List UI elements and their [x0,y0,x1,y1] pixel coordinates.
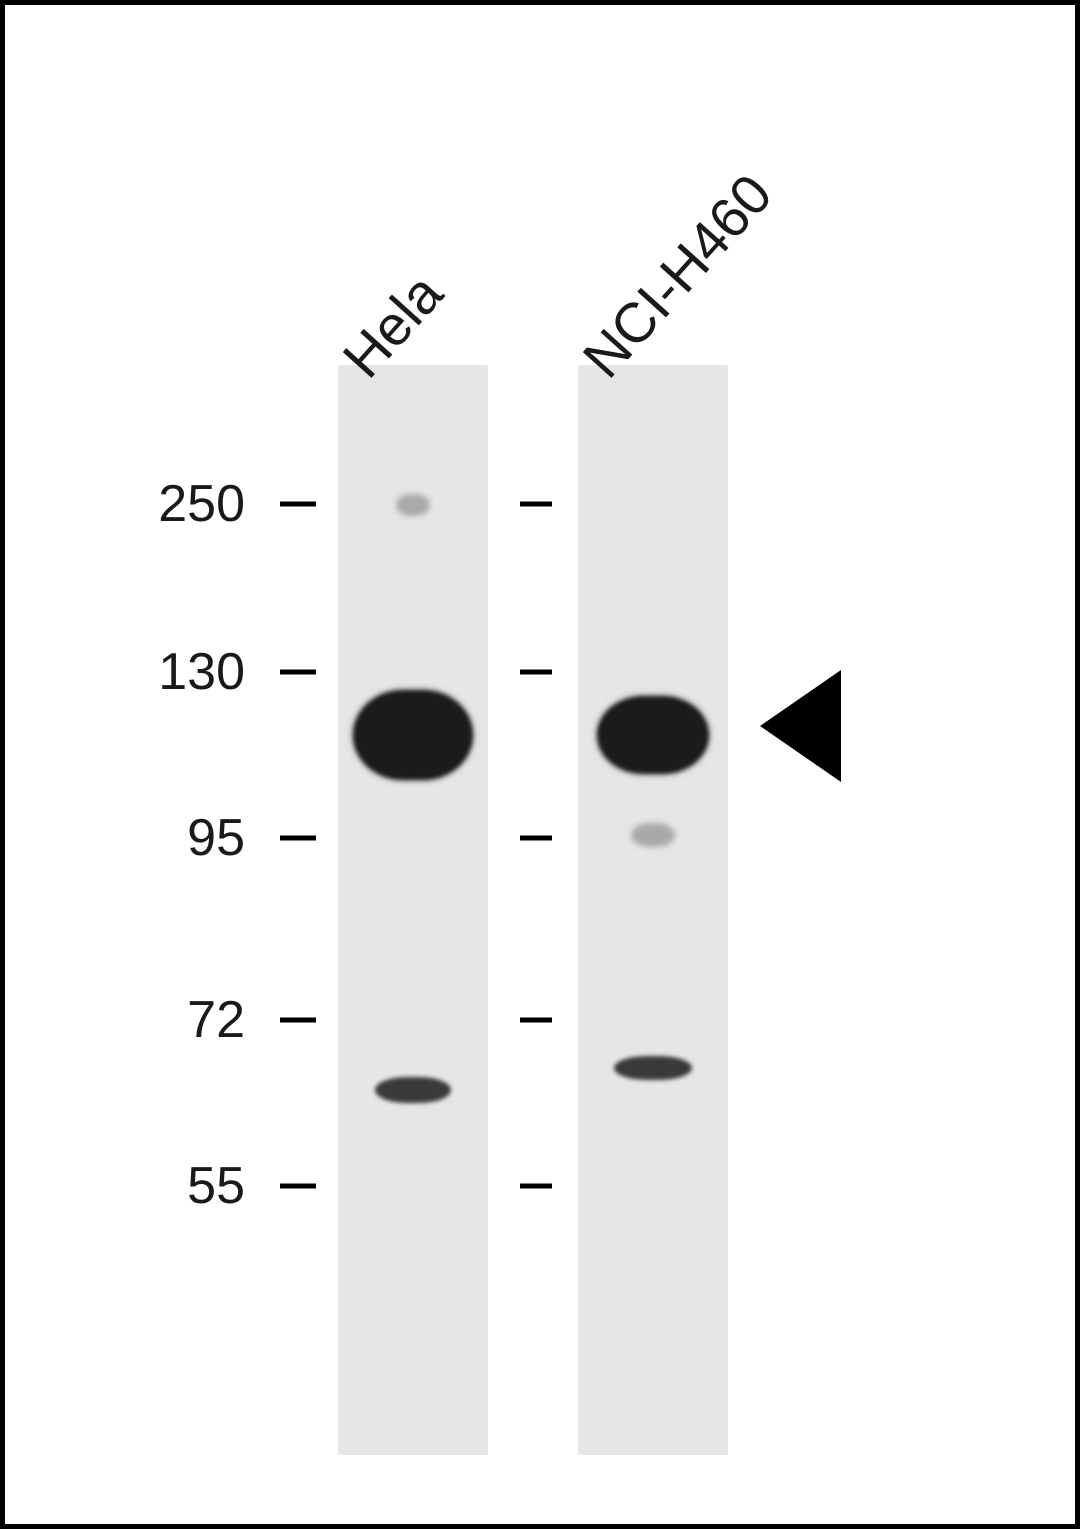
marker-tick-mid-72 [520,1018,552,1023]
lane-hela-strip [338,365,488,1455]
marker-label-130: 130 [85,642,245,702]
marker-tick-left-55 [280,1184,316,1189]
lane-nci-h460-band-0 [597,696,709,774]
marker-tick-left-130 [280,670,316,675]
marker-tick-left-72 [280,1018,316,1023]
marker-tick-mid-250 [520,502,552,507]
marker-tick-mid-130 [520,670,552,675]
marker-tick-mid-55 [520,1184,552,1189]
lane-nci-h460-band-1 [631,823,675,847]
marker-tick-mid-95 [520,836,552,841]
marker-tick-left-95 [280,836,316,841]
marker-label-250: 250 [85,474,245,534]
marker-tick-left-250 [280,502,316,507]
lane-nci-h460-strip [578,365,728,1455]
lane-hela [338,0,488,1529]
lane-hela-band-2 [375,1077,451,1103]
target-band-arrow-icon [760,670,841,782]
marker-label-55: 55 [85,1156,245,1216]
lane-hela-band-0 [396,494,430,516]
lane-hela-band-1 [353,690,473,780]
blot-stage: HelaNCI-H460250130957255 [0,0,1080,1529]
marker-label-95: 95 [85,808,245,868]
lane-nci-h460-band-2 [614,1056,692,1080]
marker-label-72: 72 [85,990,245,1050]
